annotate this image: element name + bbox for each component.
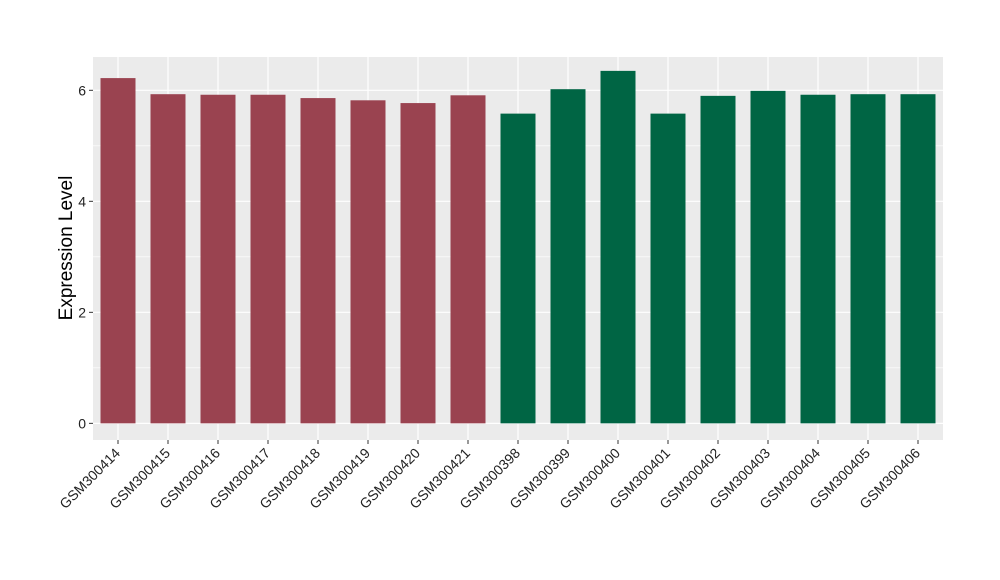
y-tick-label: 0 (78, 415, 86, 431)
bar-gsm300399 (550, 89, 586, 424)
bar-gsm300404 (800, 94, 836, 424)
bar-gsm300419 (350, 100, 386, 424)
bar-gsm300401 (650, 113, 686, 424)
bar-gsm300421 (450, 95, 486, 424)
bar-gsm300415 (150, 94, 186, 424)
y-axis-title: Expression Level (56, 176, 77, 321)
bar-gsm300402 (700, 95, 736, 424)
bar-gsm300416 (200, 94, 236, 424)
bar-gsm300403 (750, 90, 786, 424)
bar-gsm300414 (100, 78, 136, 424)
bar-gsm300406 (900, 94, 936, 424)
y-tick-label: 6 (78, 82, 86, 98)
bar-gsm300398 (500, 113, 536, 424)
x-axis: GSM300414GSM300415GSM300416GSM300417GSM3… (56, 440, 923, 512)
bar-gsm300420 (400, 103, 436, 424)
y-tick-label: 4 (78, 193, 86, 209)
bar-gsm300405 (850, 94, 886, 424)
y-tick-label: 2 (78, 304, 86, 320)
bar-gsm300418 (300, 98, 336, 424)
bar-gsm300417 (250, 94, 286, 424)
bar-gsm300400 (600, 70, 636, 424)
bars (100, 70, 936, 424)
y-axis: 0 2 4 6 (78, 82, 93, 431)
